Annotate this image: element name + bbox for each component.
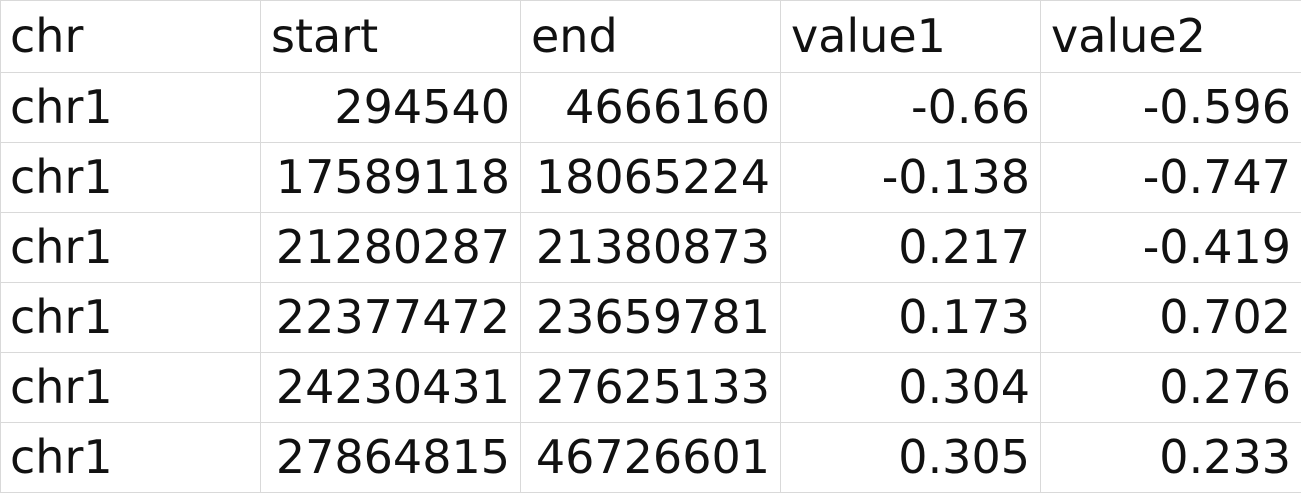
cell-value2[interactable]: 0.233: [1041, 423, 1301, 493]
header-row: chr start end value1 value2: [1, 1, 1301, 73]
table-row: chr1 294540 4666160 -0.66 -0.596: [1, 73, 1301, 143]
cell-value2[interactable]: -0.419: [1041, 213, 1301, 283]
cell-chr[interactable]: chr1: [1, 143, 261, 213]
header-cell-value1[interactable]: value1: [781, 1, 1041, 73]
header-cell-chr[interactable]: chr: [1, 1, 261, 73]
cell-value1[interactable]: 0.173: [781, 283, 1041, 353]
cell-value1[interactable]: 0.304: [781, 353, 1041, 423]
cell-value2[interactable]: 0.276: [1041, 353, 1301, 423]
cell-start[interactable]: 294540: [261, 73, 521, 143]
cell-chr[interactable]: chr1: [1, 423, 261, 493]
table-row: chr1 17589118 18065224 -0.138 -0.747: [1, 143, 1301, 213]
cell-value1[interactable]: -0.66: [781, 73, 1041, 143]
cell-chr[interactable]: chr1: [1, 353, 261, 423]
cell-chr[interactable]: chr1: [1, 213, 261, 283]
cell-end[interactable]: 23659781: [521, 283, 781, 353]
cell-end[interactable]: 18065224: [521, 143, 781, 213]
cell-start[interactable]: 22377472: [261, 283, 521, 353]
header-cell-end[interactable]: end: [521, 1, 781, 73]
cell-end[interactable]: 21380873: [521, 213, 781, 283]
header-cell-start[interactable]: start: [261, 1, 521, 73]
cell-start[interactable]: 21280287: [261, 213, 521, 283]
table-row: chr1 21280287 21380873 0.217 -0.419: [1, 213, 1301, 283]
cell-start[interactable]: 27864815: [261, 423, 521, 493]
cell-value2[interactable]: 0.702: [1041, 283, 1301, 353]
cell-value2[interactable]: -0.596: [1041, 73, 1301, 143]
cell-end[interactable]: 46726601: [521, 423, 781, 493]
cell-start[interactable]: 17589118: [261, 143, 521, 213]
table-row: chr1 24230431 27625133 0.304 0.276: [1, 353, 1301, 423]
cell-chr[interactable]: chr1: [1, 283, 261, 353]
cell-start[interactable]: 24230431: [261, 353, 521, 423]
table-row: chr1 22377472 23659781 0.173 0.702: [1, 283, 1301, 353]
table-row: chr1 27864815 46726601 0.305 0.233: [1, 423, 1301, 493]
cell-end[interactable]: 27625133: [521, 353, 781, 423]
cell-value1[interactable]: 0.217: [781, 213, 1041, 283]
cell-value1[interactable]: 0.305: [781, 423, 1041, 493]
cell-value2[interactable]: -0.747: [1041, 143, 1301, 213]
header-cell-value2[interactable]: value2: [1041, 1, 1301, 73]
cell-end[interactable]: 4666160: [521, 73, 781, 143]
cell-chr[interactable]: chr1: [1, 73, 261, 143]
cell-value1[interactable]: -0.138: [781, 143, 1041, 213]
